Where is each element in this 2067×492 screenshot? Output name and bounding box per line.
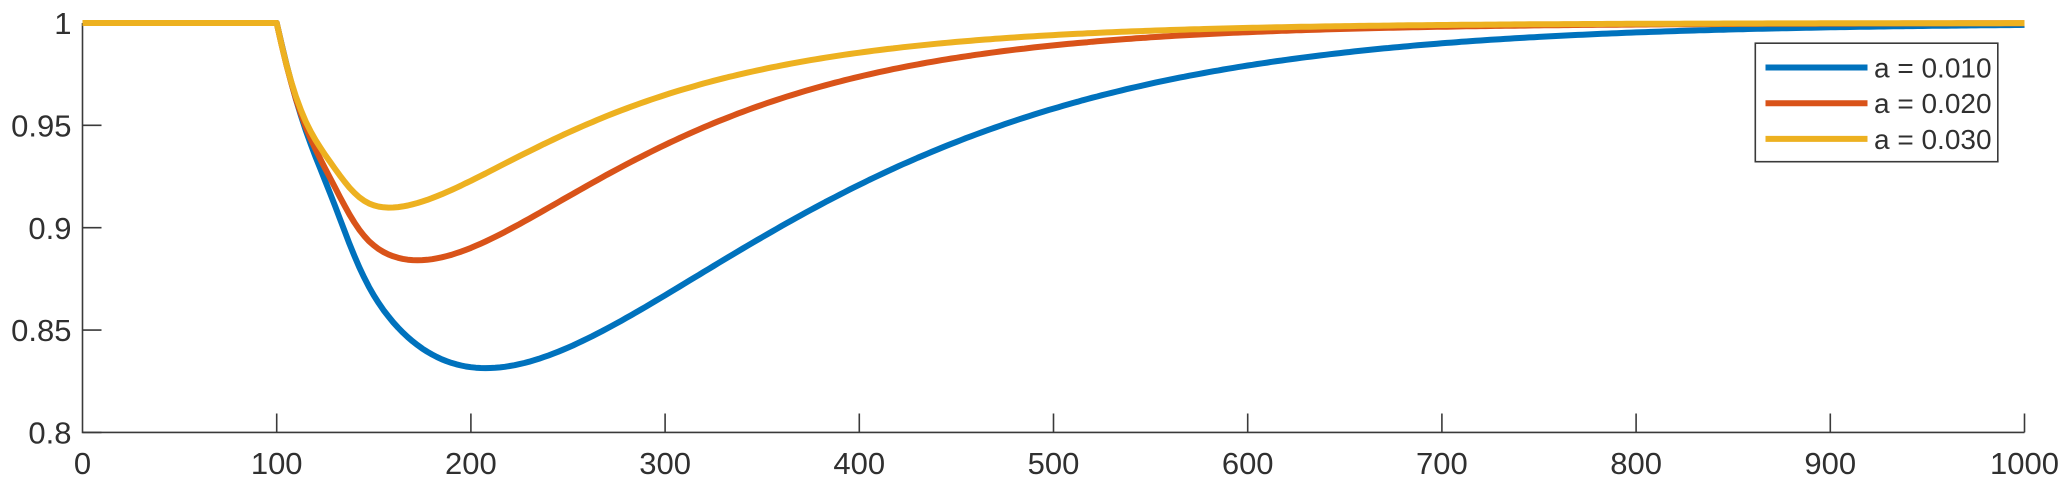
svg-text:200: 200	[445, 446, 497, 481]
svg-text:500: 500	[1028, 446, 1080, 481]
svg-text:0: 0	[74, 446, 91, 481]
svg-text:0.8: 0.8	[28, 416, 71, 451]
svg-text:1: 1	[54, 6, 71, 41]
svg-text:0.9: 0.9	[28, 211, 71, 246]
svg-text:a = 0.010: a = 0.010	[1874, 52, 1992, 83]
svg-text:600: 600	[1222, 446, 1274, 481]
svg-text:1000: 1000	[1990, 446, 2059, 481]
svg-text:700: 700	[1416, 446, 1468, 481]
svg-text:300: 300	[639, 446, 691, 481]
svg-text:0.85: 0.85	[11, 313, 71, 348]
svg-text:900: 900	[1804, 446, 1856, 481]
svg-text:400: 400	[833, 446, 885, 481]
svg-text:a = 0.030: a = 0.030	[1874, 124, 1992, 155]
svg-text:100: 100	[251, 446, 303, 481]
svg-text:0.95: 0.95	[11, 108, 71, 143]
svg-text:800: 800	[1610, 446, 1662, 481]
svg-text:a = 0.020: a = 0.020	[1874, 88, 1992, 119]
